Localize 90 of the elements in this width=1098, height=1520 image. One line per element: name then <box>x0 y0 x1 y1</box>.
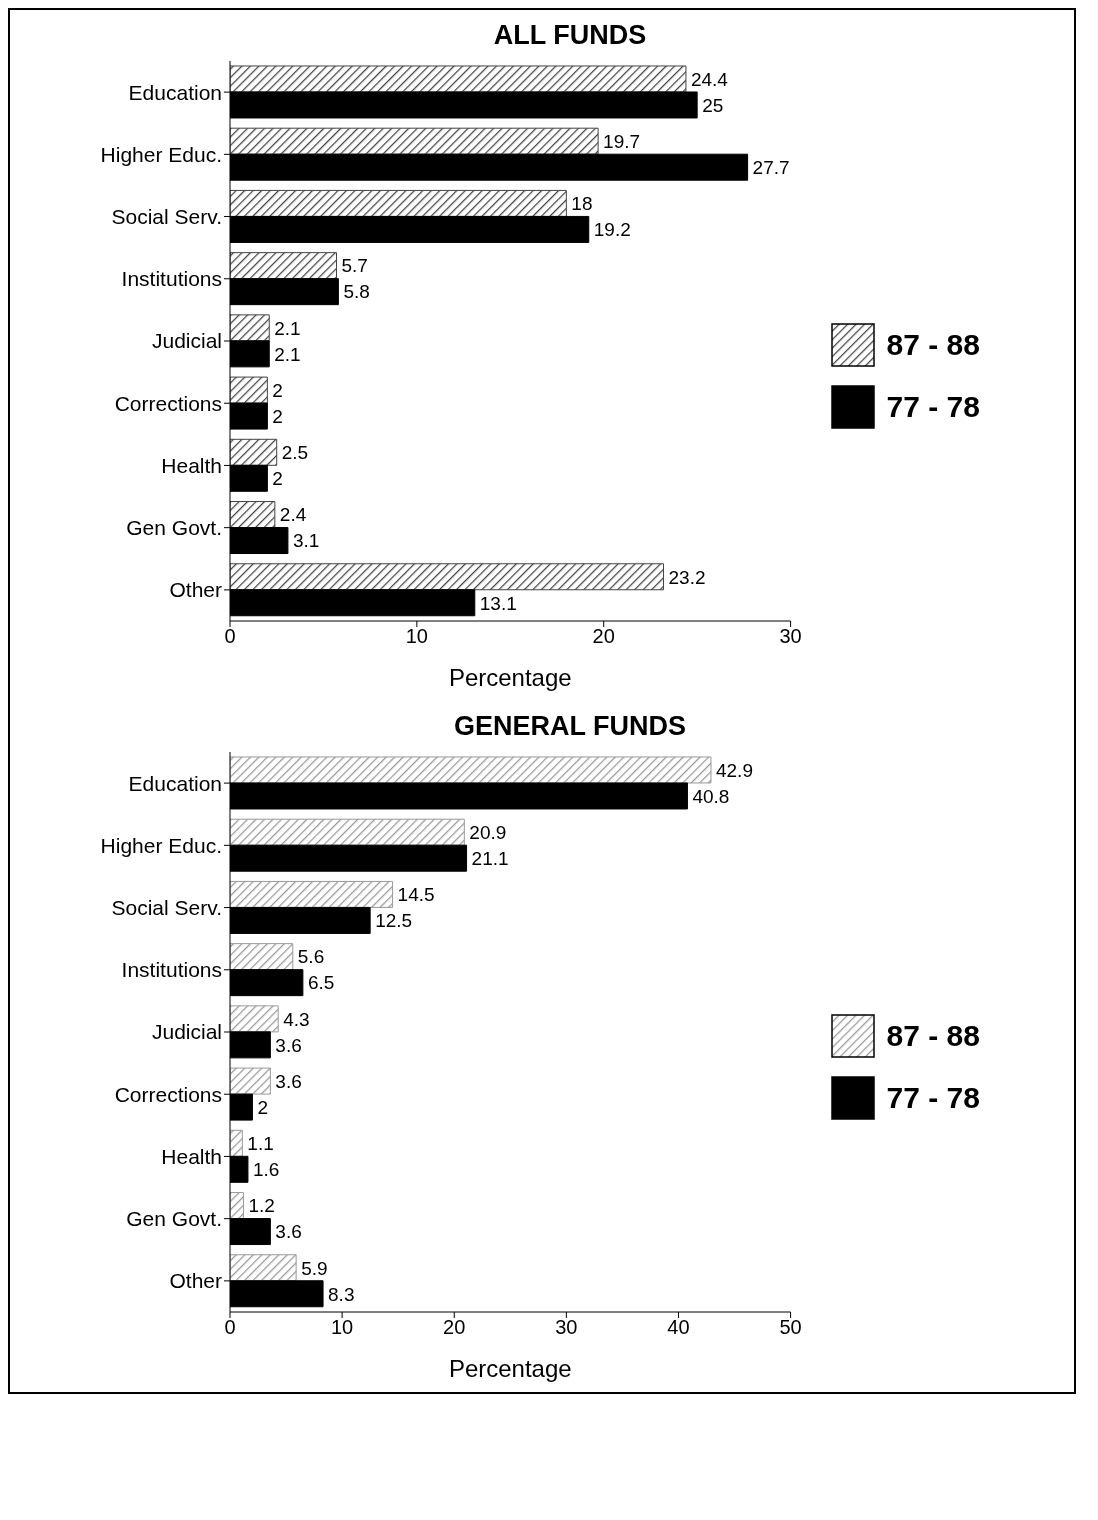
x-tick-label: 30 <box>555 1316 578 1339</box>
data-label: 2 <box>272 405 283 427</box>
y-tick-label: Health <box>161 453 222 477</box>
bar <box>230 314 270 342</box>
data-label: 2.1 <box>274 317 301 339</box>
bar <box>230 65 687 93</box>
bar <box>230 189 567 217</box>
bar <box>230 1254 297 1282</box>
data-label: 2.1 <box>274 343 301 365</box>
data-label: 21.1 <box>471 847 509 869</box>
data-label: 2.4 <box>279 504 307 526</box>
data-label: 40.8 <box>692 785 730 807</box>
x-tick-label: 50 <box>779 1316 802 1339</box>
bar <box>230 127 599 155</box>
data-label: 2 <box>257 1096 268 1118</box>
bar <box>230 1192 244 1220</box>
x-axis-title: Percentage <box>448 664 572 691</box>
data-label: 2.5 <box>281 442 309 464</box>
bar <box>230 880 394 908</box>
data-label: 12.5 <box>375 910 413 932</box>
y-tick-label: Social Serv. <box>111 896 222 920</box>
legend-label: 77 - 78 <box>886 390 980 424</box>
y-tick-label: Social Serv. <box>111 205 222 229</box>
y-tick-label: Judicial <box>151 329 222 353</box>
data-label: 25 <box>702 94 724 116</box>
data-label: 5.8 <box>343 281 370 303</box>
data-label: 2 <box>272 379 283 401</box>
bar <box>230 376 268 404</box>
x-tick-label: 10 <box>405 625 428 648</box>
x-tick-label: 0 <box>224 625 236 648</box>
data-label: 3.6 <box>275 1070 302 1092</box>
bar <box>230 438 278 466</box>
chart-title: GENERAL FUNDS <box>453 711 687 742</box>
data-label: 13.1 <box>479 592 517 614</box>
data-label: 19.2 <box>593 219 631 241</box>
x-tick-label: 10 <box>330 1316 354 1339</box>
bar <box>230 818 465 846</box>
bar <box>230 1067 271 1095</box>
x-tick-label: 0 <box>224 1316 236 1339</box>
data-label: 24.4 <box>690 68 729 90</box>
data-label: 5.9 <box>301 1257 328 1279</box>
bar <box>230 501 276 529</box>
bar <box>230 943 294 971</box>
data-label: 20.9 <box>469 821 507 843</box>
y-tick-label: Higher Educ. <box>100 142 222 166</box>
y-tick-label: Education <box>128 771 222 795</box>
y-tick-label: Corrections <box>114 1082 222 1106</box>
x-tick-label: 40 <box>667 1316 690 1339</box>
data-label: 1.6 <box>252 1159 280 1181</box>
data-label: 2 <box>272 468 283 490</box>
legend-label: 87 - 88 <box>886 328 980 362</box>
legend-label: 87 - 88 <box>886 1019 980 1053</box>
data-label: 3.6 <box>275 1221 302 1243</box>
data-label: 8.3 <box>328 1283 355 1305</box>
data-label: 14.5 <box>397 884 435 906</box>
x-tick-label: 20 <box>592 625 615 648</box>
y-tick-label: Other <box>169 578 222 602</box>
bar <box>230 1129 243 1157</box>
y-tick-label: Institutions <box>121 958 222 982</box>
data-label: 23.2 <box>668 566 706 588</box>
data-label: 18 <box>571 193 593 215</box>
bar <box>230 563 665 591</box>
y-tick-label: Higher Educ. <box>100 833 222 857</box>
data-label: 19.7 <box>603 130 641 152</box>
data-label: 5.7 <box>341 255 368 277</box>
y-tick-label: Education <box>128 80 222 104</box>
data-label: 27.7 <box>752 156 790 178</box>
data-label: 3.1 <box>292 530 320 552</box>
y-tick-label: Gen Govt. <box>126 1207 222 1231</box>
data-label: 1.1 <box>247 1133 274 1155</box>
bar <box>230 756 712 784</box>
data-label: 1.2 <box>248 1195 275 1217</box>
data-label: 4.3 <box>283 1008 310 1030</box>
y-tick-label: Institutions <box>121 267 222 291</box>
bar <box>230 252 338 280</box>
y-tick-label: Corrections <box>114 391 222 415</box>
data-label: 6.5 <box>307 972 335 994</box>
x-tick-label: 30 <box>779 625 802 648</box>
x-tick-label: 20 <box>443 1316 466 1339</box>
legend-label: 77 - 78 <box>886 1081 980 1115</box>
y-tick-label: Judicial <box>151 1020 222 1044</box>
y-tick-label: Gen Govt. <box>126 516 222 540</box>
y-tick-label: Other <box>169 1269 222 1293</box>
data-label: 3.6 <box>275 1034 302 1056</box>
x-axis-title: Percentage <box>448 1355 572 1382</box>
data-label: 5.6 <box>297 946 325 968</box>
data-label: 42.9 <box>715 759 753 781</box>
chart-title: ALL FUNDS <box>492 20 648 51</box>
y-tick-label: Health <box>161 1144 222 1168</box>
bar <box>230 1005 279 1033</box>
